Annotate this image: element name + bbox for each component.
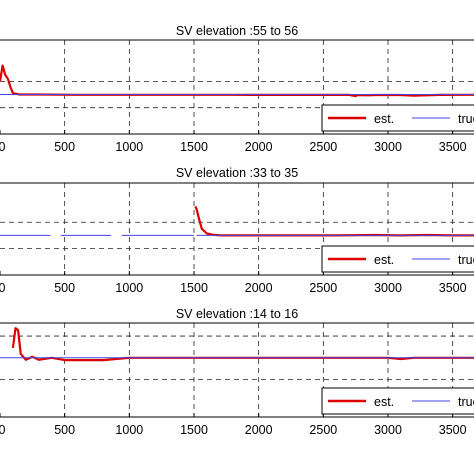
x-tick-label: 1500: [180, 140, 208, 154]
x-tick-label: 2500: [309, 281, 337, 295]
x-tick-label: 500: [54, 281, 75, 295]
subplot-3: SV elevation :14 to 16 0 500 1000 1500 2000 25…: [0, 307, 474, 437]
legend-label-true: true: [458, 253, 474, 267]
x-tick-label: 2000: [245, 140, 273, 154]
x-tick-label: 0: [0, 423, 6, 437]
x-tick-label: 500: [54, 423, 75, 437]
x-tick-label: 1500: [180, 423, 208, 437]
series-line-est: [0, 64, 474, 98]
x-tick-label: 3500: [439, 281, 467, 295]
subplot-2: SV elevation :33 to 35 0 500 1000 1500 2000 25…: [0, 166, 474, 295]
legend: est. true: [321, 387, 474, 415]
legend-label-est: est.: [374, 112, 394, 126]
subplot-title: SV elevation :33 to 35: [176, 166, 298, 180]
series-line-est: [194, 205, 474, 237]
x-tick-label: 2000: [245, 281, 273, 295]
x-tick-label: 2000: [245, 423, 273, 437]
x-tick-label: 1500: [180, 281, 208, 295]
x-tick-label: 3500: [439, 140, 467, 154]
plot-area: [0, 182, 474, 276]
x-tick-label: 3000: [374, 423, 402, 437]
legend-label-est: est.: [374, 253, 394, 267]
x-tick-label: 1000: [115, 281, 143, 295]
legend-label-true: true: [458, 395, 474, 409]
subplot-title: SV elevation :14 to 16: [176, 307, 298, 321]
subplot-1: SV elevation :55 to 56 0 500 1000 1500 2000 25…: [0, 24, 474, 154]
x-tick-label: 3500: [439, 423, 467, 437]
x-tick-label: 2500: [309, 423, 337, 437]
legend-label-est: est.: [374, 395, 394, 409]
plot-area: [0, 39, 474, 135]
x-tick-label: 1000: [115, 140, 143, 154]
x-tick-label: 0: [0, 281, 6, 295]
x-tick-label: 2500: [309, 140, 337, 154]
x-tick-label: 500: [54, 140, 75, 154]
legend: est. true: [321, 245, 474, 273]
legend-label-true: true: [458, 112, 474, 126]
x-tick-label: 0: [0, 140, 6, 154]
x-tick-label: 1000: [115, 423, 143, 437]
x-tick-label: 3000: [374, 281, 402, 295]
series-line-est: [11, 327, 474, 362]
legend: est. true: [321, 104, 474, 132]
plot-area: [0, 322, 474, 418]
x-tick-label: 3000: [374, 140, 402, 154]
subplot-title: SV elevation :55 to 56: [176, 24, 298, 38]
